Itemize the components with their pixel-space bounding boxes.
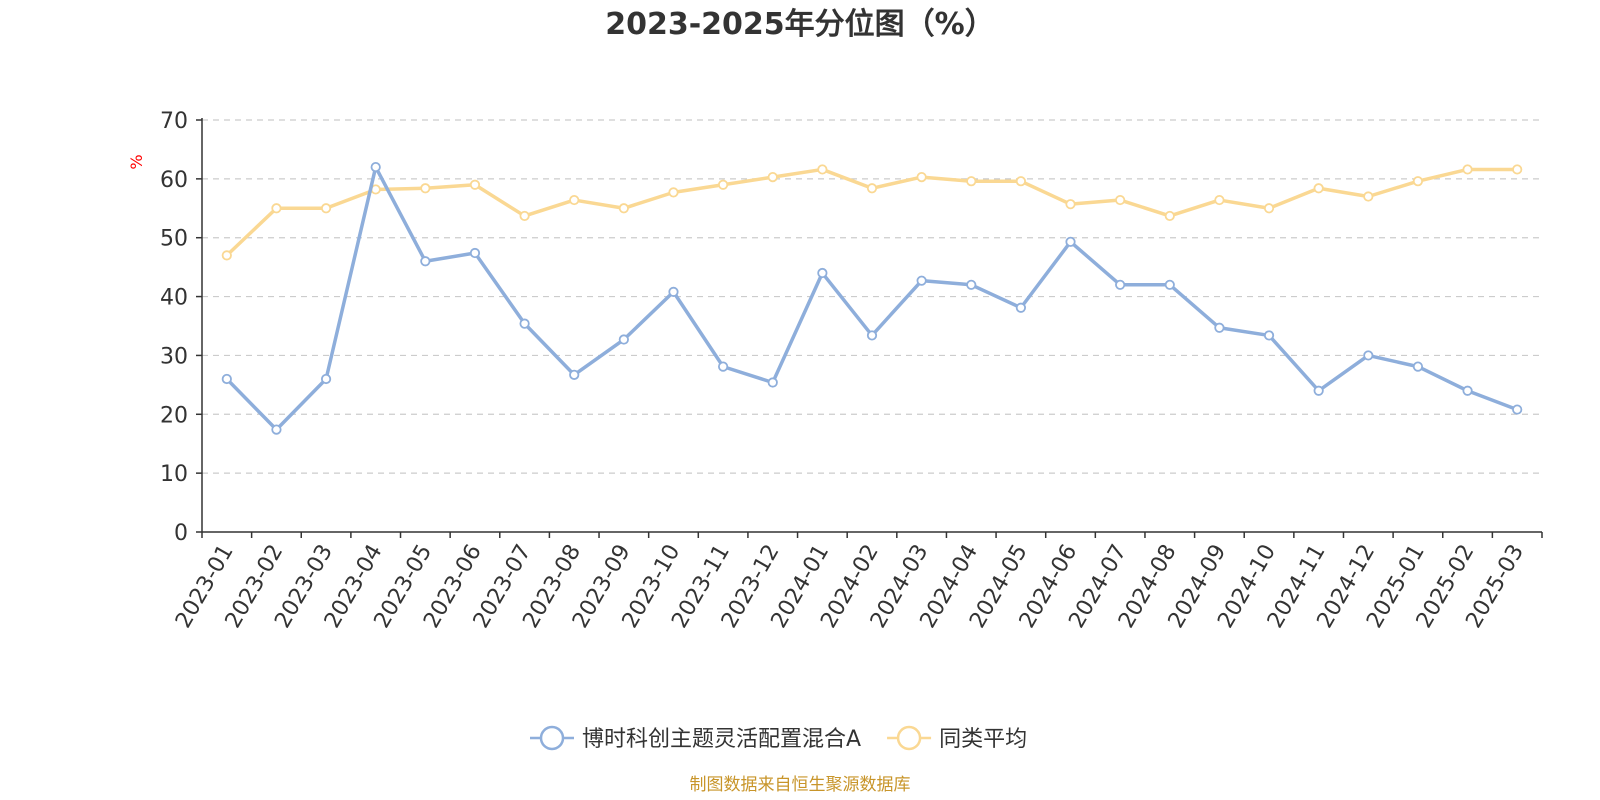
legend-marker (896, 725, 922, 751)
data-point[interactable] (916, 275, 927, 286)
y-tick-label: 70 (160, 109, 188, 134)
data-point[interactable] (1462, 385, 1473, 396)
grid-lines (202, 119, 1542, 474)
data-point[interactable] (866, 183, 878, 194)
data-source-note: 制图数据来自恒生聚源数据库 (690, 775, 911, 795)
legend-label: 同类平均 (939, 727, 1027, 752)
data-point[interactable] (1313, 183, 1324, 194)
data-point[interactable] (1164, 210, 1175, 222)
x-axis-ticks: 2023-012023-022023-032023-042023-052023-… (171, 532, 1543, 632)
data-point[interactable] (370, 161, 381, 173)
data-point[interactable] (966, 176, 977, 187)
data-point[interactable] (221, 373, 232, 385)
data-point[interactable] (1164, 279, 1175, 290)
data-point[interactable] (519, 318, 530, 329)
data-point[interactable] (1462, 164, 1473, 175)
data-point[interactable] (1015, 176, 1026, 187)
data-point[interactable] (320, 203, 332, 214)
data-point[interactable] (420, 256, 431, 267)
y-tick-label: 60 (160, 168, 188, 193)
y-tick-label: 40 (160, 286, 188, 311)
data-point[interactable] (420, 183, 431, 194)
data-point[interactable] (718, 179, 729, 190)
data-point[interactable] (1115, 194, 1126, 206)
data-point[interactable] (668, 187, 679, 198)
data-point[interactable] (1263, 203, 1275, 214)
data-point[interactable] (271, 424, 282, 435)
data-point[interactable] (916, 171, 927, 183)
legend-label: 博时科创主题灵活配置混合A (582, 727, 861, 752)
data-point[interactable] (469, 247, 481, 259)
data-point[interactable] (1412, 176, 1424, 187)
data-point[interactable] (1214, 322, 1225, 333)
y-axis-ticks: 0 10 20 30 40 50 60 70 (160, 109, 202, 546)
y-tick-label: 0 (174, 521, 188, 546)
data-point[interactable] (519, 210, 530, 222)
data-point[interactable] (1214, 194, 1225, 206)
data-point[interactable] (1512, 404, 1523, 415)
axes (201, 118, 1542, 533)
legend-marker (539, 725, 565, 751)
data-point[interactable] (767, 171, 778, 183)
data-point[interactable] (1412, 361, 1424, 372)
data-point[interactable] (767, 377, 778, 388)
data-point[interactable] (1065, 236, 1076, 247)
series-layer (221, 161, 1523, 435)
data-point[interactable] (1263, 330, 1275, 341)
data-point[interactable] (1065, 199, 1076, 210)
data-point[interactable] (1313, 385, 1324, 396)
legend-item-1[interactable]: 博时科创主题灵活配置混合A (530, 725, 861, 752)
y-tick-label: 20 (160, 403, 188, 428)
series-1 (221, 161, 1523, 435)
data-point[interactable] (618, 203, 629, 214)
data-point[interactable] (817, 267, 828, 279)
data-point[interactable] (1363, 350, 1374, 361)
y-tick-label: 10 (160, 462, 188, 487)
y-axis-unit: % (127, 154, 146, 169)
data-point[interactable] (569, 369, 580, 380)
data-point[interactable] (866, 330, 878, 341)
data-point[interactable] (1512, 164, 1523, 175)
data-point[interactable] (718, 361, 729, 372)
data-point[interactable] (1363, 191, 1374, 202)
data-point[interactable] (618, 334, 629, 345)
chart-title: 2023-2025年分位图（%） (605, 7, 995, 42)
y-tick-label: 30 (160, 344, 188, 369)
data-point[interactable] (668, 286, 679, 297)
legend[interactable]: 博时科创主题灵活配置混合A 同类平均 (530, 725, 1027, 752)
data-point[interactable] (569, 194, 580, 206)
y-tick-label: 50 (160, 227, 188, 252)
legend-item-2[interactable]: 同类平均 (887, 725, 1027, 752)
data-point[interactable] (966, 279, 977, 290)
data-point[interactable] (320, 373, 332, 385)
data-point[interactable] (1115, 279, 1126, 290)
series-line (225, 167, 1518, 257)
data-point[interactable] (817, 164, 828, 175)
data-point[interactable] (221, 250, 232, 261)
data-point[interactable] (271, 203, 282, 214)
series-2 (221, 164, 1523, 261)
data-point[interactable] (1015, 302, 1026, 313)
data-point[interactable] (469, 179, 481, 190)
